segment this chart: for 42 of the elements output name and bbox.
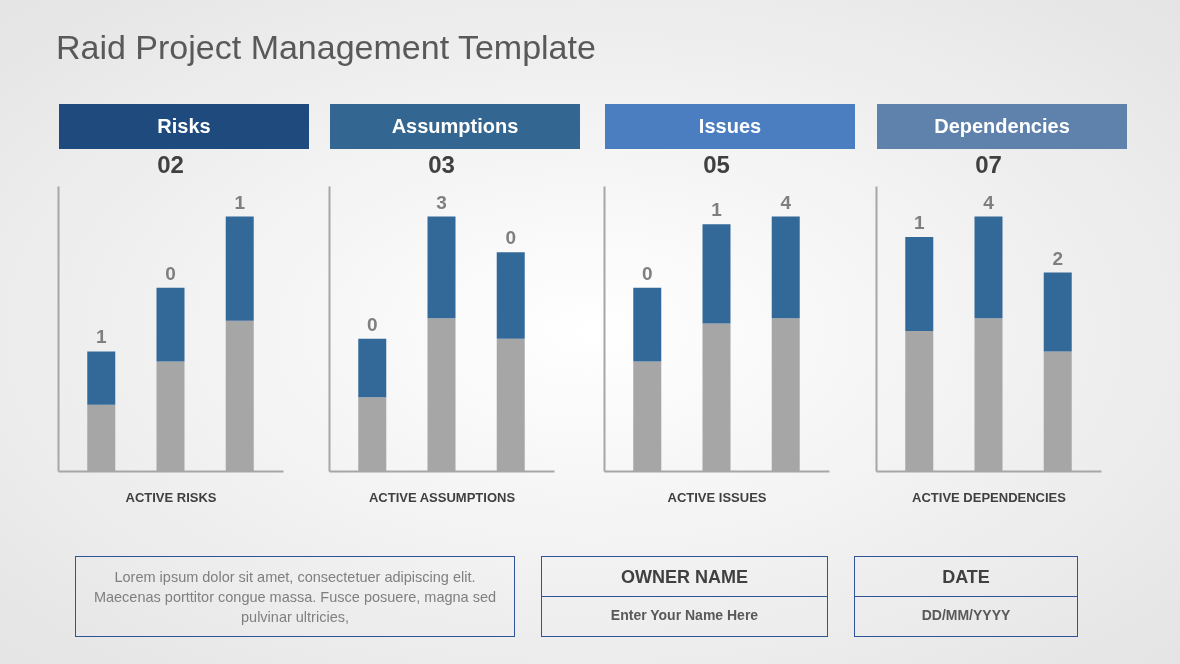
text: 1: [234, 191, 246, 213]
text: Lorem ipsum dolor sit amet, consectetuer adipiscing elit. Maecenas porttitor congue massa. Fusce posuere, magna sed pulvinar ultricies,: [75, 556, 515, 637]
annotation: 0: [366, 313, 378, 335]
text: DATE: [855, 557, 1077, 597]
bar: [358, 338, 387, 398]
annotation: 1: [95, 326, 107, 348]
annotation: 0: [641, 262, 653, 284]
bar: [156, 287, 185, 362]
chart-subtitle: 07: [975, 151, 1002, 178]
x-axis-title: ACTIVE DEPENDENCIES: [912, 489, 1067, 505]
text: Raid Project Management Template: [56, 28, 596, 67]
text: 4: [983, 191, 995, 213]
bar: [87, 351, 116, 405]
annotation: 0: [165, 262, 176, 284]
annotation: 2: [1052, 247, 1064, 269]
text: DD/MM/YYYY: [920, 606, 1012, 625]
chart-title: Dependencies: [877, 104, 1127, 149]
bar: [496, 252, 525, 339]
bar: [1043, 272, 1072, 352]
chart-subtitle: 05: [703, 151, 730, 178]
bar: [427, 216, 456, 319]
bar: [905, 236, 934, 332]
text: OWNER NAME: [542, 557, 827, 597]
x-axis-title: ACTIVE ISSUES: [667, 489, 767, 505]
text: 4: [780, 191, 792, 213]
bar: [633, 287, 662, 362]
annotation: 0: [505, 227, 517, 249]
chart-title: Risks: [59, 104, 309, 149]
bar: [771, 216, 800, 319]
bar: [974, 216, 1003, 319]
annotation: 1: [913, 211, 925, 233]
chart-title: Assumptions: [330, 104, 580, 149]
chart-title: Issues: [605, 104, 855, 149]
bar: [702, 224, 731, 324]
text: Enter Your Name Here: [609, 606, 760, 625]
chart-subtitle: 03: [428, 151, 455, 178]
x-axis-title: ACTIVE RISKS: [125, 489, 217, 505]
x-axis-title: ACTIVE ASSUMPTIONS: [368, 489, 516, 505]
text: 3: [436, 191, 447, 213]
bar: [225, 216, 254, 321]
chart-subtitle: 02: [157, 151, 184, 178]
annotation: 1: [711, 199, 723, 221]
